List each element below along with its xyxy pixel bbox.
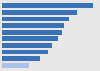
Bar <box>2 23 64 28</box>
Bar <box>2 10 77 15</box>
Bar <box>2 17 69 21</box>
Bar <box>2 50 48 54</box>
Bar <box>2 3 93 8</box>
Bar <box>2 56 40 61</box>
Bar <box>2 36 58 41</box>
Bar <box>2 63 29 68</box>
Bar <box>2 30 62 35</box>
Bar <box>2 43 52 48</box>
